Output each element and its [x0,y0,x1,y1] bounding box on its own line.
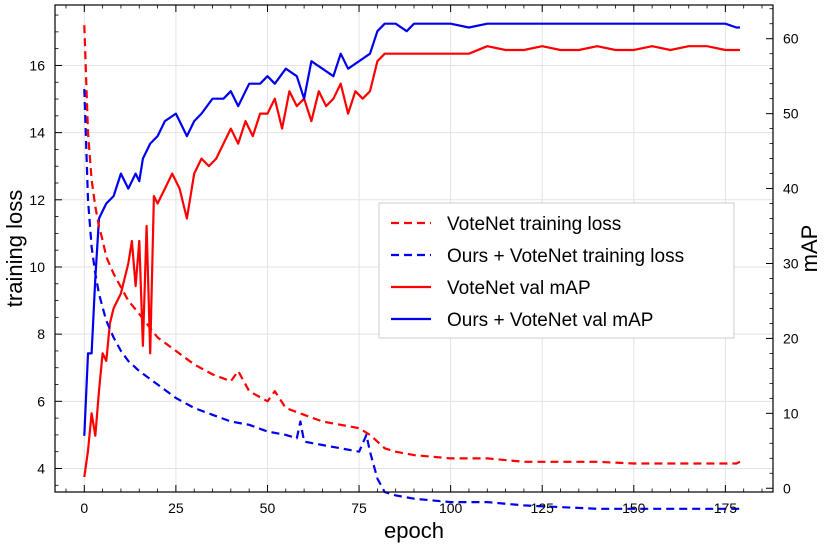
y-axis-left-label: training loss [2,190,27,307]
x-tick-label: 150 [622,500,646,516]
series-line-votenet-training-loss [83,25,741,465]
y-axis-right-label: mAP [797,225,822,273]
legend: VoteNet training loss Ours + VoteNet trai… [378,202,735,339]
y-right-tick-label: 10 [783,405,799,421]
y-right-tick-label: 30 [783,255,799,271]
legend-label: Ours + VoteNet val mAP [447,310,653,331]
x-tick-label: 175 [714,500,738,516]
y-left-tick-label: 12 [29,192,45,208]
x-tick-label: 125 [531,500,555,516]
x-tick-label: 50 [260,500,276,516]
y-left-tick-label: 8 [37,326,45,342]
x-tick-label: 25 [168,500,184,516]
x-tick-label: 75 [351,500,367,516]
x-tick-label: 0 [80,500,88,516]
legend-box [378,202,735,339]
y-left-tick-label: 14 [29,125,45,141]
y-right-tick-label: 20 [783,330,799,346]
series-group [83,22,741,510]
y-right-tick-label: 60 [783,31,799,47]
y-left-tick-label: 4 [37,460,45,476]
y-left-tick-label: 16 [29,57,45,73]
x-axis-label: epoch [384,518,444,543]
y-left-tick-label: 10 [29,259,45,275]
axis-ticks: 0 25 50 75 100 125 150 175 4 6 8 10 12 14 16 0 10 20 30 40 5… [29,5,799,516]
series-line-votenet-val-map [83,45,740,478]
legend-label: Ours + VoteNet training loss [447,246,684,267]
y-left-tick-label: 6 [37,393,45,409]
y-right-tick-label: 50 [783,106,799,122]
legend-label: VoteNet training loss [447,214,621,235]
legend-label: VoteNet val mAP [447,278,591,299]
series-line-ours-votenet-val-map [83,22,740,436]
series-line-ours-votenet-training-loss [83,88,740,510]
y-right-tick-label: 0 [783,480,791,496]
x-tick-label: 100 [439,500,463,516]
y-right-tick-label: 40 [783,181,799,197]
